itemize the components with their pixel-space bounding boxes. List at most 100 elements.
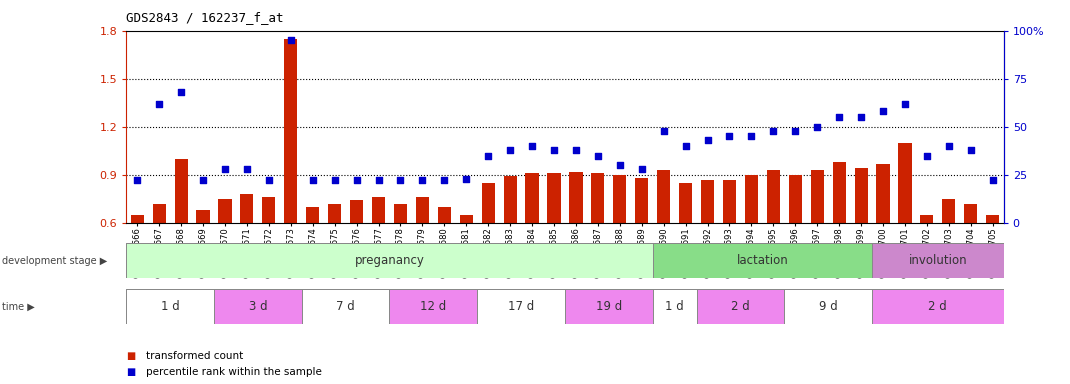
- Bar: [525, 173, 538, 319]
- Bar: [701, 180, 714, 319]
- Bar: [126, 243, 653, 278]
- Bar: [697, 289, 784, 324]
- Point: [874, 108, 891, 114]
- Point: [458, 175, 475, 182]
- Point: [435, 177, 453, 184]
- Point: [195, 177, 212, 184]
- Bar: [328, 204, 341, 319]
- Bar: [548, 173, 561, 319]
- Point: [984, 177, 1002, 184]
- Point: [348, 177, 365, 184]
- Bar: [723, 180, 736, 319]
- Bar: [920, 215, 933, 319]
- Bar: [214, 289, 302, 324]
- Text: 9 d: 9 d: [819, 300, 838, 313]
- Text: percentile rank within the sample: percentile rank within the sample: [146, 367, 321, 377]
- Bar: [241, 194, 254, 319]
- Text: 19 d: 19 d: [596, 300, 622, 313]
- Bar: [131, 215, 143, 319]
- Bar: [569, 172, 582, 319]
- Text: 7 d: 7 d: [336, 300, 355, 313]
- Bar: [964, 204, 977, 319]
- Bar: [784, 289, 872, 324]
- Point: [479, 152, 496, 159]
- Point: [721, 133, 738, 139]
- Text: 2 d: 2 d: [731, 300, 750, 313]
- Text: GDS2843 / 162237_f_at: GDS2843 / 162237_f_at: [126, 12, 284, 25]
- Point: [853, 114, 870, 120]
- Text: lactation: lactation: [736, 254, 789, 267]
- Bar: [389, 289, 477, 324]
- Bar: [745, 175, 758, 319]
- Point: [216, 166, 233, 172]
- Bar: [855, 168, 868, 319]
- Point: [502, 147, 519, 153]
- Bar: [592, 173, 605, 319]
- Bar: [832, 162, 845, 319]
- Point: [260, 177, 277, 184]
- Bar: [126, 289, 214, 324]
- Point: [611, 162, 628, 168]
- Bar: [197, 210, 210, 319]
- Bar: [943, 199, 956, 319]
- Bar: [416, 197, 429, 319]
- Point: [743, 133, 760, 139]
- Point: [128, 177, 146, 184]
- Bar: [613, 175, 626, 319]
- Point: [830, 114, 847, 120]
- Bar: [460, 215, 473, 319]
- Point: [370, 177, 387, 184]
- Text: 1 d: 1 d: [666, 300, 684, 313]
- Bar: [653, 289, 697, 324]
- Point: [590, 152, 607, 159]
- Bar: [504, 176, 517, 319]
- Bar: [438, 207, 450, 319]
- Point: [633, 166, 651, 172]
- Bar: [477, 289, 565, 324]
- Bar: [679, 183, 692, 319]
- Bar: [302, 289, 389, 324]
- Point: [567, 147, 584, 153]
- Bar: [811, 170, 824, 319]
- Point: [151, 101, 168, 107]
- Text: involution: involution: [908, 254, 967, 267]
- Point: [941, 143, 958, 149]
- Text: 17 d: 17 d: [508, 300, 534, 313]
- Text: 3 d: 3 d: [248, 300, 268, 313]
- Point: [172, 89, 189, 95]
- Text: transformed count: transformed count: [146, 351, 243, 361]
- Point: [326, 177, 343, 184]
- Bar: [153, 204, 166, 319]
- Text: 2 d: 2 d: [929, 300, 947, 313]
- Point: [809, 124, 826, 130]
- Bar: [218, 199, 231, 319]
- Point: [282, 37, 300, 43]
- Point: [699, 137, 716, 143]
- Text: ■: ■: [126, 367, 136, 377]
- Point: [304, 177, 321, 184]
- Text: development stage ▶: development stage ▶: [2, 256, 107, 266]
- Bar: [306, 207, 319, 319]
- Bar: [636, 178, 648, 319]
- Bar: [657, 170, 670, 319]
- Point: [897, 101, 914, 107]
- Text: 1 d: 1 d: [160, 300, 180, 313]
- Bar: [789, 175, 801, 319]
- Bar: [653, 243, 872, 278]
- Point: [918, 152, 935, 159]
- Point: [546, 147, 563, 153]
- Bar: [262, 197, 275, 319]
- Point: [765, 127, 782, 134]
- Bar: [174, 159, 187, 319]
- Point: [414, 177, 431, 184]
- Bar: [899, 143, 912, 319]
- Point: [655, 127, 672, 134]
- Point: [786, 127, 804, 134]
- Bar: [394, 204, 407, 319]
- Text: time ▶: time ▶: [2, 302, 35, 312]
- Point: [239, 166, 256, 172]
- Bar: [482, 183, 494, 319]
- Point: [523, 143, 540, 149]
- Text: ■: ■: [126, 351, 136, 361]
- Bar: [872, 289, 1004, 324]
